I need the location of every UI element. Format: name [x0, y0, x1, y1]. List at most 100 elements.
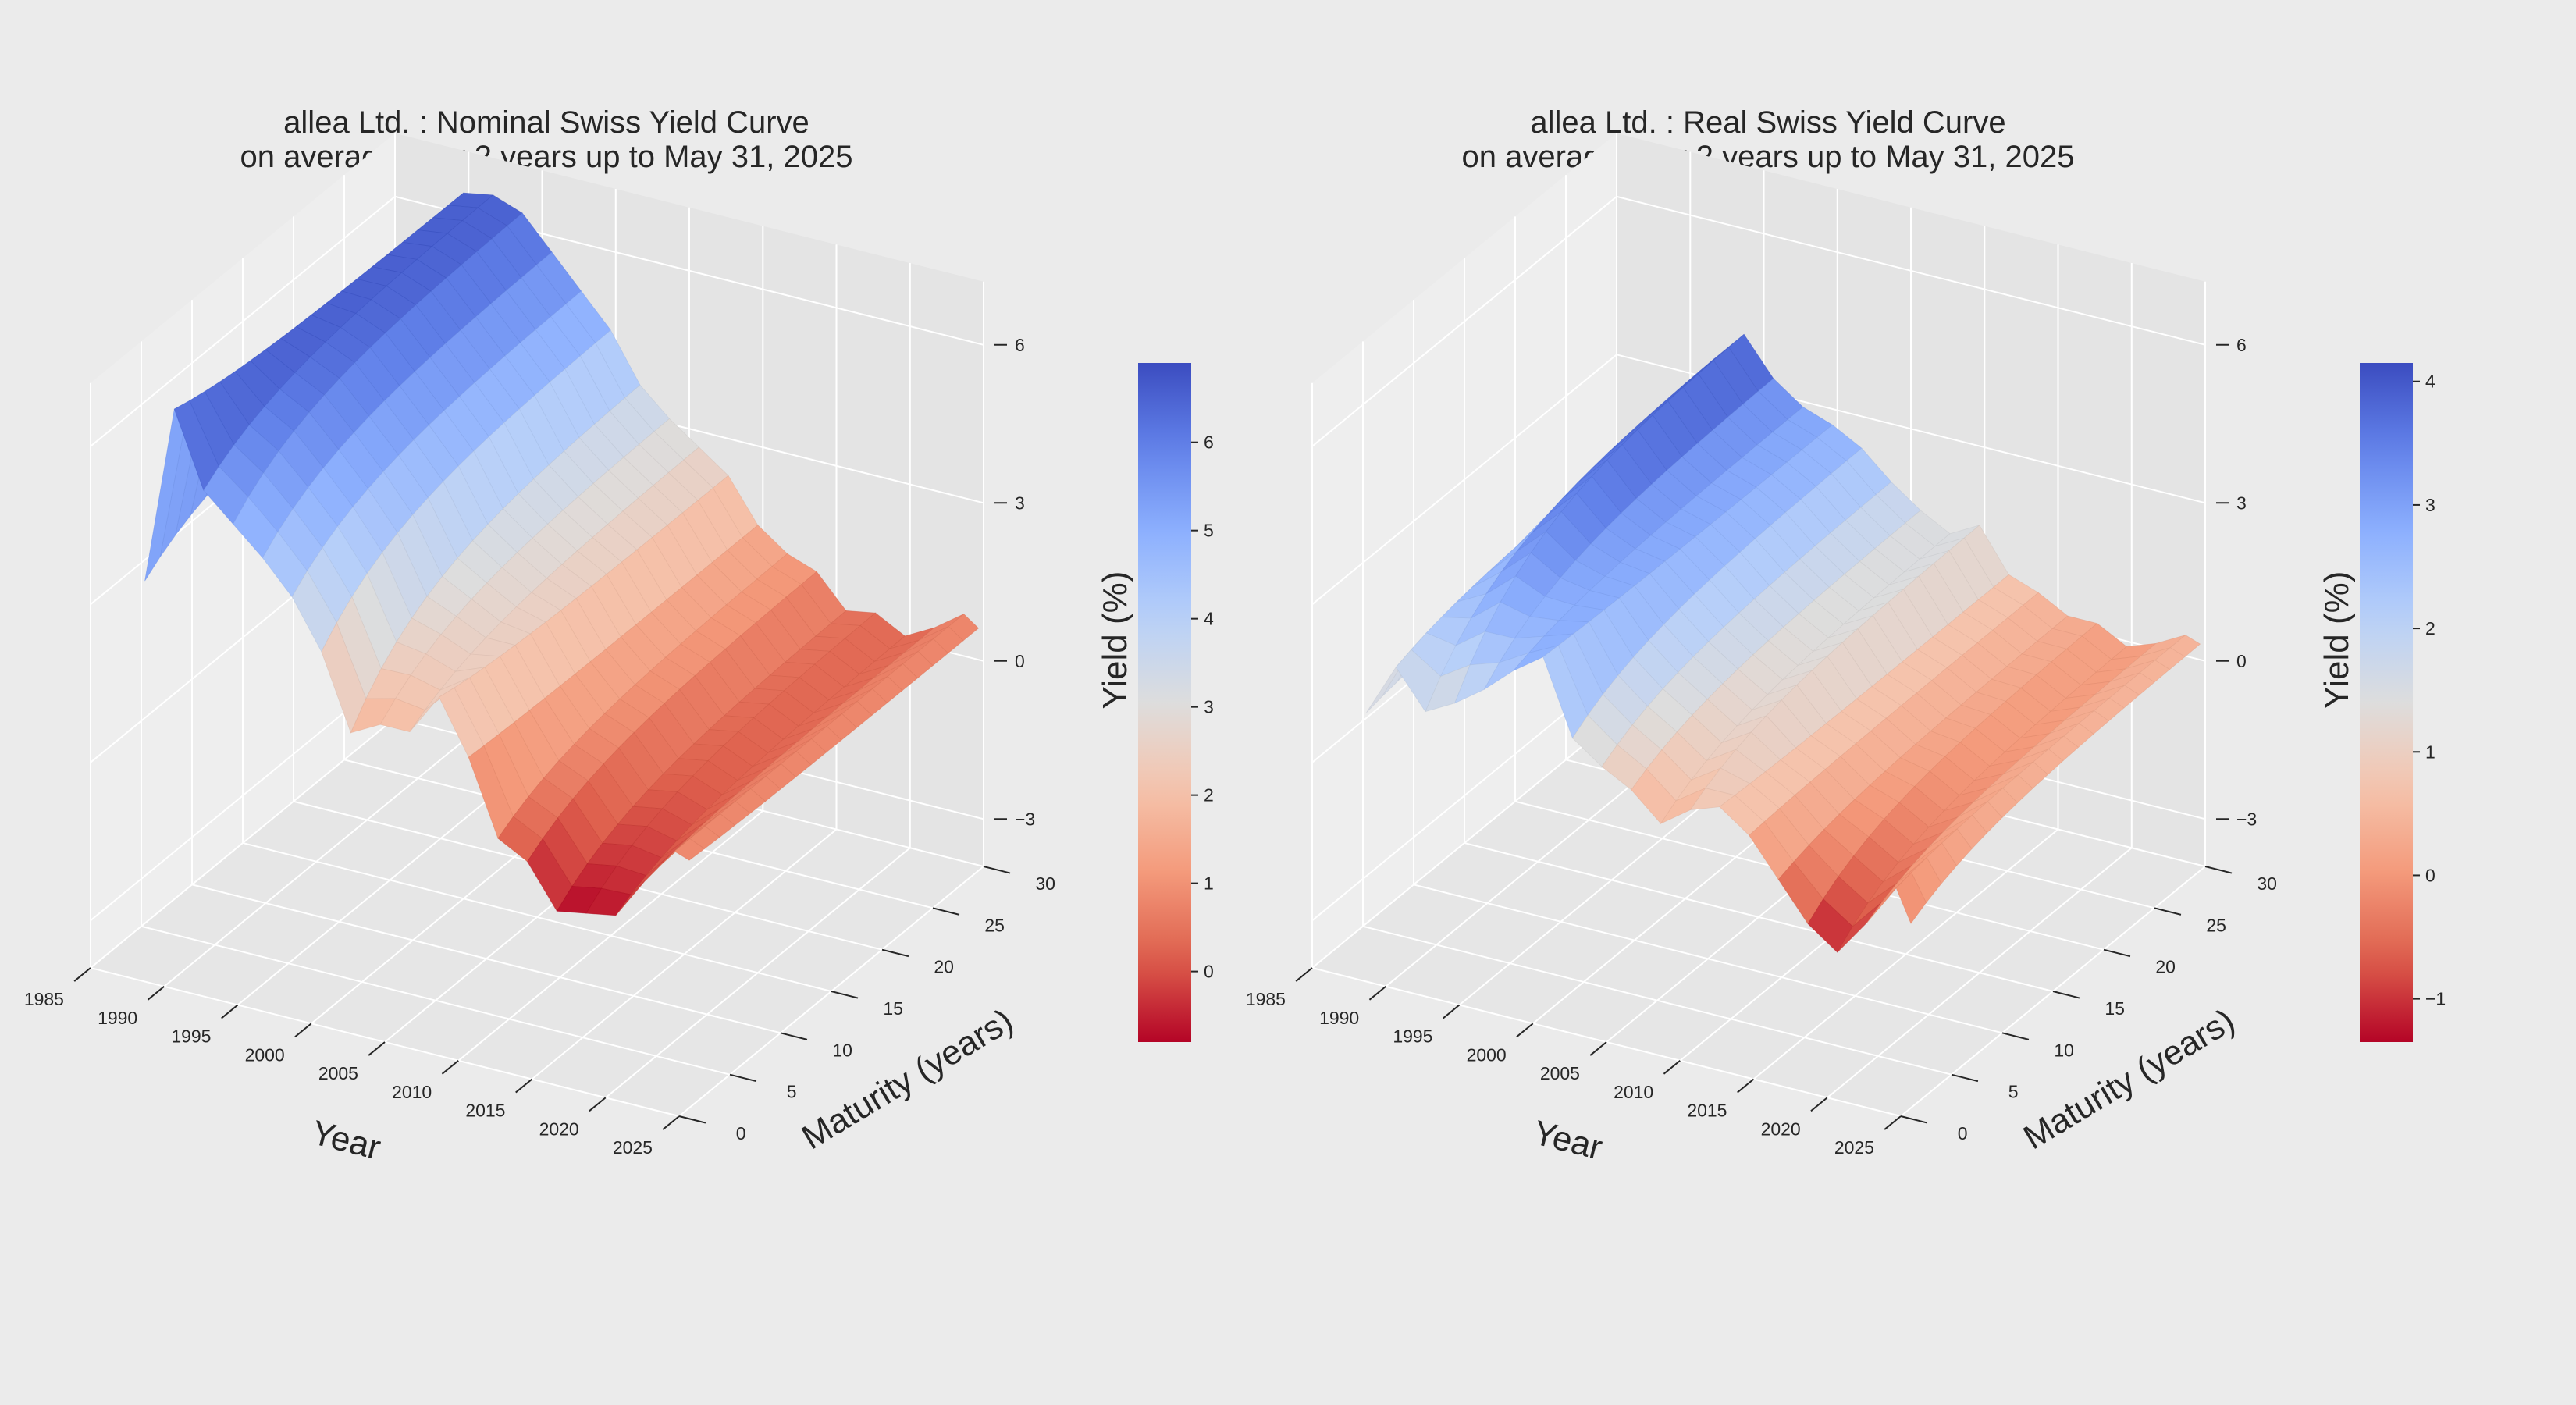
x-tick-label: 2015 [465, 1101, 505, 1121]
x-tick-label: 2010 [1614, 1082, 1653, 1102]
x-tick-label: 1990 [1319, 1008, 1359, 1028]
y-tick-mark [1900, 1115, 1928, 1124]
grid-line-z [1311, 354, 2206, 606]
y-tick-mark [881, 948, 909, 958]
chart-title-line-1: allea Ltd. : Nominal Swiss Yield Curve [283, 105, 809, 140]
yield-surface [144, 191, 980, 916]
y-tick-label: 20 [2155, 957, 2176, 977]
y-tick-mark [2154, 907, 2182, 916]
x-tick-label: 1995 [171, 1026, 211, 1047]
colorbar-tick-label: 3 [1204, 697, 1214, 717]
x-tick-mark [368, 1041, 386, 1056]
colorbar: −1 0 1 2 3 4 [2360, 363, 2446, 1042]
z-tick-label: 3 [1015, 493, 1025, 513]
chart-title-line-2: on average over 2 years up to May 31, 20… [1462, 140, 2075, 174]
z-tick-label: 6 [2236, 335, 2247, 355]
z-tick-label: 3 [2236, 493, 2247, 513]
y-tick-label: 15 [883, 998, 903, 1019]
x-tick-label: 2000 [245, 1044, 285, 1065]
x-tick-mark [1295, 967, 1313, 982]
y-tick-label: 25 [984, 915, 1005, 935]
colorbar-tick-label: 2 [1204, 785, 1214, 806]
x-tick-mark [1516, 1023, 1534, 1038]
y-tick-mark [2204, 866, 2233, 874]
y-tick-mark [2001, 1032, 2030, 1040]
grid-line-y [1362, 341, 1952, 1076]
colorbar-label: Yield (%) [1096, 571, 1134, 710]
y-tick-label: 5 [787, 1082, 797, 1102]
y-tick-label: 20 [934, 957, 954, 977]
x-tick-label: 1985 [1246, 989, 1286, 1009]
colorbar-tick-label: 3 [2425, 495, 2435, 515]
x-tick-label: 2015 [1687, 1101, 1727, 1121]
colorbar-tick-label: 0 [1204, 962, 1214, 982]
colorbar: 0 1 2 3 4 5 6 [1138, 363, 1214, 1042]
x-tick-label: 2025 [613, 1137, 653, 1158]
yield-surface [1366, 333, 2201, 953]
x-tick-mark [221, 1004, 239, 1019]
y-tick-mark [780, 1032, 808, 1040]
surface-patch [674, 838, 706, 861]
z-tick-label: −3 [1015, 809, 1035, 829]
y-tick-label: 10 [2054, 1040, 2074, 1060]
y-tick-mark [729, 1073, 757, 1083]
y-tick-mark [983, 866, 1011, 874]
surface-patch [1895, 872, 1927, 924]
grid-line-y [141, 341, 731, 1076]
x-tick-label: 2020 [539, 1119, 579, 1139]
y-tick-label: 15 [2105, 998, 2125, 1019]
x-tick-mark [1368, 985, 1386, 1001]
colorbar-tick-label: 4 [1204, 609, 1214, 629]
y-tick-mark [2103, 948, 2131, 958]
colorbar-tick-label: 2 [2425, 618, 2435, 638]
x-tick-mark [1810, 1097, 1828, 1112]
x-tick-mark [589, 1097, 607, 1112]
chart-title-line-2: on average over 2 years up to May 31, 20… [240, 140, 853, 174]
x-tick-mark [294, 1023, 312, 1038]
z-tick-label: 6 [1015, 335, 1025, 355]
x-tick-label: 2020 [1761, 1119, 1801, 1139]
y-tick-mark [2052, 991, 2080, 999]
z-tick-label: −3 [2236, 809, 2257, 829]
x-tick-mark [1884, 1115, 1902, 1130]
x-tick-label: 2005 [318, 1063, 358, 1083]
colorbar-gradient [1138, 363, 1191, 1042]
colorbar-tick-label: −1 [2425, 989, 2446, 1009]
real-yield-chart: allea Ltd. : Real Swiss Yield Curve on a… [1246, 105, 2446, 1167]
y-tick-label: 10 [832, 1040, 852, 1060]
y-tick-mark [831, 991, 859, 999]
nominal-yield-chart: allea Ltd. : Nominal Swiss Yield Curve o… [24, 105, 1214, 1167]
y-tick-label: 30 [1035, 873, 1055, 894]
colorbar-tick-label: 1 [1204, 873, 1214, 894]
x-tick-mark [1589, 1041, 1607, 1056]
y-tick-mark [932, 907, 960, 916]
y-tick-label: 5 [2008, 1082, 2019, 1102]
grid-line-y [1464, 258, 2054, 992]
x-tick-mark [1443, 1004, 1461, 1019]
chart-title-line-1: allea Ltd. : Real Swiss Yield Curve [1530, 105, 2005, 140]
x-tick-mark [147, 985, 165, 1001]
grid-line-z [90, 195, 984, 447]
z-tick-label: 0 [2236, 651, 2247, 671]
x-tick-label: 2025 [1834, 1137, 1874, 1158]
z-tick-label: 0 [1015, 651, 1025, 671]
x-tick-mark [662, 1115, 680, 1130]
y-tick-label: 30 [2257, 873, 2277, 894]
x-tick-label: 2000 [1467, 1044, 1507, 1065]
x-tick-label: 2005 [1540, 1063, 1580, 1083]
grid-line-z [1311, 195, 2206, 447]
y-tick-mark [678, 1115, 706, 1124]
colorbar-tick-label: 5 [1204, 521, 1214, 541]
colorbar-tick-label: 4 [2425, 372, 2435, 392]
y-tick-mark [1951, 1073, 1979, 1083]
colorbar-gradient [2360, 363, 2413, 1042]
x-tick-label: 2010 [392, 1082, 432, 1102]
colorbar-tick-label: 6 [1204, 432, 1214, 453]
y-tick-label: 25 [2206, 915, 2226, 935]
x-tick-label: 1995 [1393, 1026, 1432, 1047]
colorbar-tick-label: 1 [2425, 742, 2435, 762]
x-tick-mark [441, 1059, 459, 1075]
x-tick-label: 1990 [98, 1008, 137, 1028]
colorbar-tick-label: 0 [2425, 865, 2435, 885]
